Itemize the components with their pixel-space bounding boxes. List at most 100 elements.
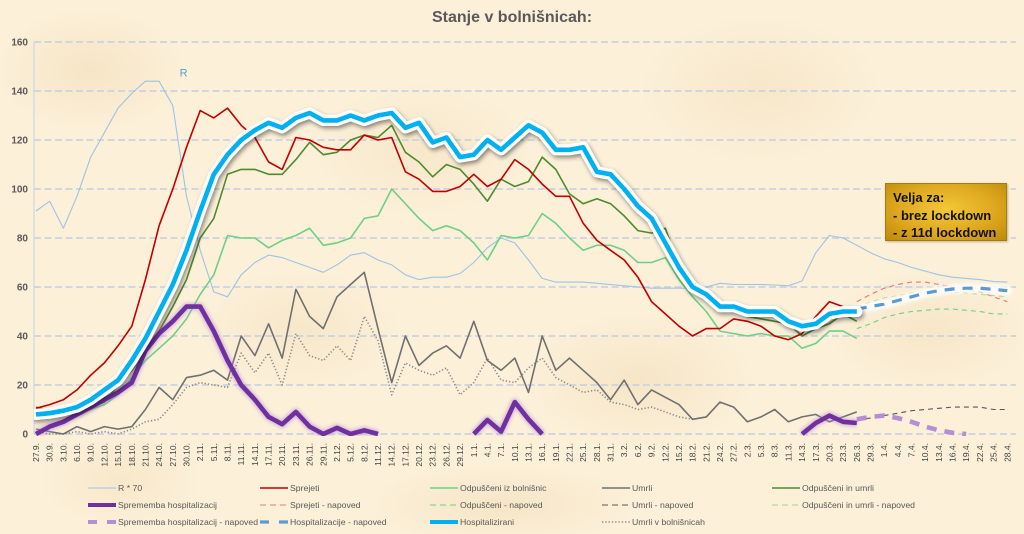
legend-item: Odpuščeni in umrli - napoved <box>772 500 915 510</box>
x-tick-label: 27.10. <box>168 443 178 467</box>
x-tick-label: 25.4. <box>989 443 999 462</box>
series-line-sprememba <box>34 304 858 436</box>
x-tick-label: 21.10. <box>140 443 150 467</box>
x-tick-label: 29.11. <box>318 443 328 466</box>
y-tick-label: 20 <box>17 381 29 392</box>
x-tick-label: 30.10. <box>181 443 191 467</box>
x-tick-label: 30.9. <box>45 443 55 462</box>
y-tick-label: 80 <box>17 234 29 245</box>
legend-item: Odpuščeni in umrli <box>772 483 874 493</box>
y-tick-label: 100 <box>11 185 28 196</box>
x-tick-label: 9.10. <box>86 443 96 462</box>
x-tick-label: 2.12. <box>332 443 342 462</box>
x-tick-label: 18.10. <box>127 443 137 467</box>
x-tick-label: 22.1. <box>565 443 575 462</box>
x-tick-label: 3.2. <box>619 443 629 457</box>
x-tick-label: 10.4. <box>920 443 930 462</box>
series-glow-sprememba <box>34 302 858 436</box>
x-tick-label: 2.3. <box>742 443 752 457</box>
series-halo-hospitalizirani <box>34 107 863 420</box>
legend-item: Umrli v bolnišnicah <box>602 517 705 527</box>
legend-item: Umrli <box>602 483 652 493</box>
series-layer <box>34 80 1012 436</box>
x-tick-label: 23.12. <box>428 443 438 467</box>
x-tick-label: 11.3. <box>783 443 793 461</box>
x-tick-label: 28.4. <box>1002 443 1012 462</box>
x-tick-label: 8.11. <box>223 443 233 461</box>
x-tick-label: 18.2. <box>688 443 698 462</box>
x-tick-label: 11.11. <box>236 443 246 465</box>
series-line-sprememba_np <box>856 413 967 436</box>
x-tick-label: 7.4. <box>907 443 917 457</box>
annotations: R <box>180 67 188 79</box>
x-tick-label: 10.1. <box>510 443 520 462</box>
x-tick-label: 21.2. <box>701 443 711 462</box>
x-tick-label: 20.11. <box>277 443 287 466</box>
x-tick-label: 14.11. <box>250 443 260 466</box>
x-tick-label: 31.1. <box>606 443 616 462</box>
x-tick-label: 8.12. <box>359 443 369 462</box>
legend-label: Hospitalizacije - napoved <box>290 517 387 527</box>
x-tick-label: 25.1. <box>578 443 588 462</box>
legend-label: R * 70 <box>118 483 142 493</box>
x-tick-label: 20.12. <box>414 443 424 467</box>
y-tick-label: 140 <box>11 87 28 98</box>
legend-label: Odpuščeni iz bolnišnic <box>460 483 547 493</box>
x-tick-label: 7.1. <box>496 443 506 457</box>
series-line-hosp_np <box>856 286 1008 311</box>
x-tick-label: 27.2. <box>729 443 739 462</box>
x-tick-label: 17.3. <box>811 443 821 462</box>
x-tick-label: 27.9. <box>31 443 41 462</box>
x-tick-label: 28.1. <box>592 443 602 462</box>
legend-item: Sprejeti <box>260 483 320 493</box>
x-tick-label: 8.3. <box>770 443 780 457</box>
x-tick-label: 29.3. <box>865 443 875 462</box>
x-tick-label: 20.3. <box>824 443 834 462</box>
x-tick-label: 16.4. <box>948 443 958 462</box>
x-tick-label: 2.11. <box>195 443 205 461</box>
x-tick-label: 26.3. <box>852 443 862 462</box>
y-tick-label: 120 <box>11 136 28 147</box>
legend-item: R * 70 <box>88 483 142 493</box>
x-tick-label: 17.11. <box>264 443 274 466</box>
legend-item: Odpuščeni iz bolnišnic <box>430 483 547 493</box>
grid <box>34 41 1016 435</box>
x-tick-label: 4.4. <box>893 443 903 457</box>
x-tick-label: 1.4. <box>879 443 889 457</box>
x-tick-label: 5.12. <box>346 443 356 462</box>
legend: R * 70 Sprejeti Odpuščeni iz bolnišnic Umrl… <box>88 483 915 527</box>
x-tick-label: 12.10. <box>99 443 109 467</box>
series-line-umrli_np <box>856 406 1008 420</box>
legend-label: Sprememba hospitalizacij <box>118 500 217 510</box>
legend-item: Umrli - napoved <box>602 500 693 510</box>
legend-label: Sprememba hospitalizacij - napoved <box>118 517 258 527</box>
x-tick-label: 19.4. <box>961 443 971 462</box>
x-tick-label: 24.2. <box>715 443 725 462</box>
x-tick-label: 5.3. <box>756 443 766 457</box>
series-line-odp_umrli_np <box>856 291 1008 308</box>
x-tick-label: 29.12. <box>455 443 465 467</box>
legend-item: Hospitalizacije - napoved <box>260 517 387 527</box>
x-tick-label: 14.3. <box>797 443 807 462</box>
legend-item: Sprejeti - napoved <box>260 500 361 510</box>
x-tick-label: 12.2. <box>660 443 670 462</box>
series-line-odpusceni <box>35 188 858 414</box>
series-line-umrli <box>35 271 858 435</box>
x-tick-label: 23.11. <box>291 443 301 466</box>
legend-label: Sprejeti - napoved <box>290 500 361 510</box>
x-tick-label: 19.1. <box>551 443 561 462</box>
series-line-umrli_vb <box>35 315 693 435</box>
x-tick-label: 6.2. <box>633 443 643 457</box>
legend-label: Odpuščeni - napoved <box>460 500 543 510</box>
legend-label: Hospitalizirani <box>460 517 514 527</box>
legend-item: Sprememba hospitalizacij - napoved <box>88 517 258 527</box>
legend-label: Odpuščeni in umrli - napoved <box>802 500 915 510</box>
legend-item: Sprememba hospitalizacij <box>88 500 217 510</box>
scenario-note-box: Velja za: - brez lockdown - z 11d lockdo… <box>885 183 1007 241</box>
series-line-r70 <box>35 80 1008 298</box>
x-tick-label: 11.12. <box>373 443 383 466</box>
axes: 0 20 40 60 80 100 120 140 160 27.9. 30.9. 3.10. 6.10… <box>11 38 1012 467</box>
x-tick-label: 13.1. <box>523 443 533 462</box>
